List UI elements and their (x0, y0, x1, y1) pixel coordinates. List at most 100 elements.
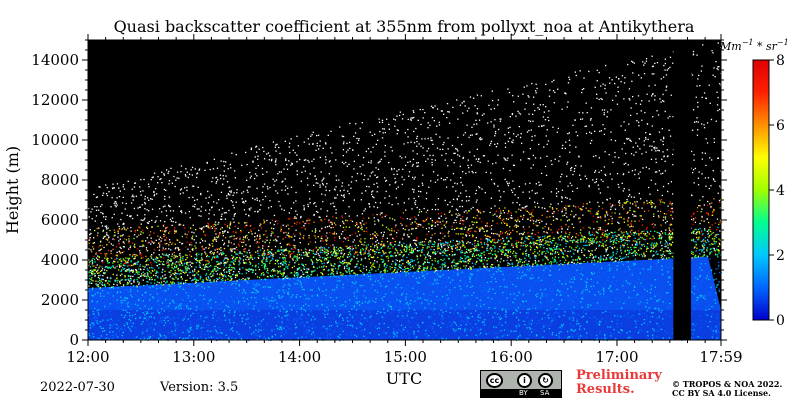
heatmap-pixel (515, 240, 518, 242)
heatmap-pixel (155, 256, 158, 258)
heatmap-pixel (715, 120, 717, 122)
heatmap-pixel (196, 257, 198, 259)
heatmap-pixel (596, 282, 599, 284)
heatmap-pixel (624, 314, 626, 316)
heatmap-pixel (437, 198, 440, 200)
heatmap-pixel (323, 259, 326, 261)
heatmap-pixel (437, 179, 439, 181)
heatmap-pixel (217, 256, 219, 258)
heatmap-pixel (382, 258, 384, 261)
heatmap-pixel (693, 159, 695, 161)
heatmap-pixel (182, 259, 184, 261)
heatmap-pixel (481, 114, 484, 116)
heatmap-pixel (382, 299, 384, 302)
heatmap-pixel (93, 317, 95, 319)
heatmap-pixel (576, 245, 579, 247)
heatmap-pixel (525, 244, 527, 246)
heatmap-pixel (200, 259, 202, 262)
heatmap-pixel (186, 241, 188, 243)
heatmap-pixel (271, 231, 273, 233)
heatmap-pixel (143, 245, 145, 247)
heatmap-pixel (186, 257, 188, 259)
heatmap-pixel (703, 309, 705, 311)
heatmap-pixel (479, 299, 481, 301)
heatmap-pixel (244, 235, 247, 237)
heatmap-pixel (176, 264, 178, 267)
heatmap-pixel (119, 291, 122, 293)
heatmap-pixel (456, 216, 458, 218)
heatmap-pixel (167, 305, 169, 307)
heatmap-pixel (632, 251, 634, 254)
heatmap-pixel (651, 95, 653, 97)
heatmap-pixel (452, 254, 454, 256)
heatmap-pixel (243, 255, 245, 257)
heatmap-pixel (209, 244, 211, 247)
heatmap-pixel (387, 304, 389, 306)
heatmap-pixel (418, 265, 420, 267)
heatmap-pixel (215, 270, 217, 272)
heatmap-pixel (116, 204, 118, 206)
heatmap-pixel (523, 231, 525, 233)
heatmap-pixel (249, 171, 251, 174)
heatmap-pixel (656, 272, 658, 274)
heatmap-pixel (563, 214, 566, 216)
heatmap-pixel (404, 156, 407, 158)
heatmap-pixel (325, 328, 327, 330)
heatmap-pixel (419, 243, 421, 246)
heatmap-pixel (192, 248, 194, 250)
heatmap-pixel (304, 324, 306, 326)
heatmap-pixel (506, 286, 508, 288)
heatmap-pixel (259, 209, 261, 211)
heatmap-pixel (448, 211, 451, 213)
heatmap-pixel (394, 334, 396, 336)
heatmap-pixel (372, 196, 374, 198)
heatmap-pixel (416, 162, 418, 164)
heatmap-pixel (340, 256, 342, 258)
heatmap-pixel (283, 291, 286, 294)
heatmap-pixel (236, 249, 238, 251)
heatmap-pixel (582, 205, 584, 208)
heatmap-pixel (505, 253, 508, 255)
heatmap-pixel (628, 217, 630, 219)
heatmap-pixel (223, 310, 225, 313)
heatmap-pixel (404, 288, 406, 290)
heatmap-pixel (546, 129, 548, 131)
heatmap-pixel (641, 153, 643, 155)
heatmap-pixel (255, 301, 257, 304)
heatmap-pixel (517, 262, 519, 265)
heatmap-pixel (593, 240, 595, 242)
heatmap-pixel (415, 227, 418, 229)
heatmap-pixel (223, 244, 225, 246)
heatmap-pixel (667, 234, 669, 236)
heatmap-pixel (122, 331, 124, 334)
heatmap-pixel (416, 246, 419, 248)
heatmap-pixel (170, 220, 173, 222)
heatmap-pixel (511, 113, 513, 116)
heatmap-pixel (550, 160, 552, 162)
heatmap-pixel (413, 116, 415, 119)
heatmap-pixel (396, 115, 398, 117)
heatmap-pixel (623, 82, 626, 84)
heatmap-pixel (283, 264, 285, 266)
heatmap-pixel (568, 299, 570, 301)
heatmap-pixel (94, 293, 96, 295)
heatmap-pixel (486, 263, 489, 265)
heatmap-pixel (423, 274, 425, 277)
heatmap-pixel (461, 205, 464, 208)
heatmap-pixel (277, 272, 279, 274)
heatmap-pixel (369, 131, 371, 133)
heatmap-pixel (133, 186, 136, 188)
heatmap-pixel (578, 335, 580, 338)
heatmap-pixel (625, 231, 627, 233)
heatmap-pixel (690, 250, 693, 253)
heatmap-pixel (412, 117, 414, 119)
heatmap-pixel (306, 254, 308, 256)
heatmap-pixel (524, 240, 526, 242)
heatmap-pixel (228, 270, 230, 273)
heatmap-pixel (174, 272, 176, 274)
heatmap-pixel (236, 296, 239, 299)
heatmap-pixel (284, 236, 287, 238)
heatmap-pixel (697, 228, 700, 231)
heatmap-pixel (499, 267, 501, 269)
heatmap-pixel (171, 217, 174, 219)
